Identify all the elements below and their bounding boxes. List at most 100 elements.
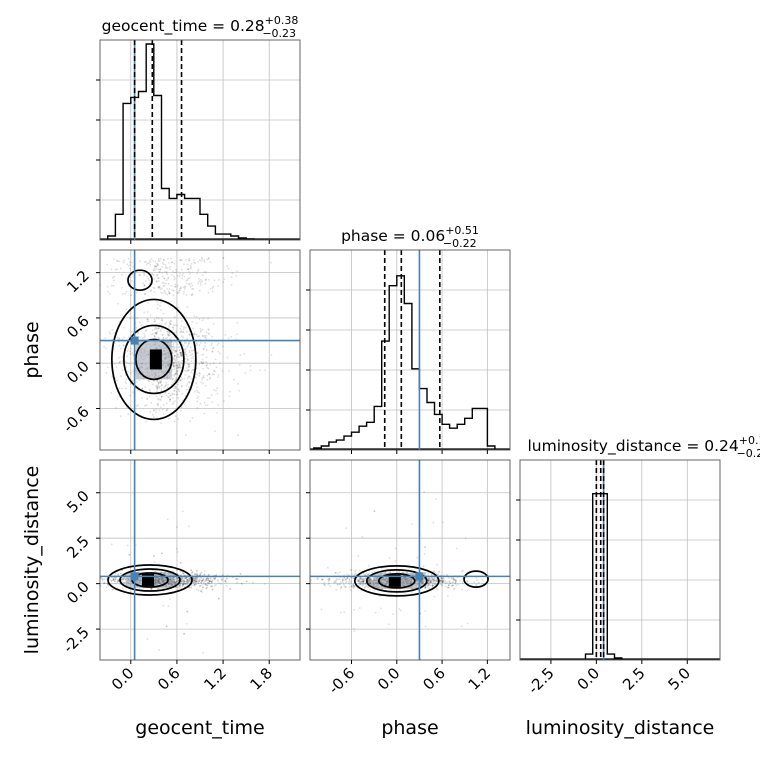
scatter-point: [166, 409, 168, 412]
scatter-point: [186, 355, 189, 357]
scatter-point: [368, 582, 371, 585]
scatter-point: [217, 350, 220, 353]
scatter-point: [191, 294, 194, 297]
scatter-point: [176, 291, 179, 294]
scatter-point: [452, 581, 455, 584]
scatter-point: [363, 577, 366, 580]
scatter-point: [190, 569, 193, 572]
scatter-point: [178, 356, 181, 359]
scatter-point: [201, 579, 204, 582]
scatter-point: [158, 380, 161, 383]
scatter-point: [321, 578, 324, 581]
scatter-point: [167, 334, 170, 337]
scatter-point: [236, 581, 238, 584]
scatter-point: [179, 355, 182, 357]
scatter-point: [197, 582, 200, 585]
scatter-point: [339, 587, 342, 590]
scatter-point: [158, 327, 160, 329]
scatter-point: [199, 327, 202, 330]
scatter-point: [186, 579, 189, 582]
scatter-point: [334, 571, 337, 574]
scatter-point: [190, 377, 193, 380]
scatter-point: [189, 580, 192, 583]
scatter-point: [205, 583, 207, 586]
scatter-point: [424, 610, 427, 612]
scatter-point: [194, 583, 197, 586]
scatter-point: [107, 584, 110, 587]
scatter-point: [108, 578, 111, 581]
scatter-point: [462, 569, 465, 572]
xtick-label-geocent_time: 1.8: [246, 664, 276, 694]
scatter-point: [189, 285, 192, 288]
xtick-label-geocent_time: 1.2: [200, 664, 230, 694]
scatter-point: [422, 582, 425, 585]
scatter-point: [190, 584, 193, 587]
scatter-point: [434, 498, 437, 500]
scatter-point: [103, 582, 106, 584]
scatter-point: [204, 580, 207, 583]
scatter-point: [405, 571, 408, 574]
scatter-point: [360, 582, 362, 584]
scatter-point: [194, 333, 197, 336]
scatter-point: [186, 357, 189, 360]
scatter-point: [155, 268, 158, 270]
scatter-point: [182, 331, 185, 333]
scatter-point: [473, 581, 476, 583]
scatter-point: [143, 284, 146, 287]
scatter-point: [152, 273, 155, 276]
scatter-point: [170, 285, 173, 287]
scatter-point: [159, 399, 161, 401]
scatter-point: [164, 384, 167, 387]
scatter-point: [209, 577, 212, 580]
scatter-point: [179, 409, 182, 412]
scatter-point: [370, 581, 373, 584]
scatter-point: [200, 260, 203, 262]
scatter-point: [118, 387, 121, 390]
scatter-point: [199, 341, 202, 344]
scatter-point: [180, 376, 183, 379]
scatter-point: [211, 588, 214, 591]
scatter-point: [206, 586, 209, 589]
scatter-point: [124, 360, 127, 363]
scatter-point: [159, 398, 162, 401]
scatter-point: [397, 570, 400, 573]
scatter-point: [160, 381, 163, 383]
scatter-point: [160, 323, 163, 325]
scatter-point: [430, 574, 433, 576]
scatter-point: [180, 354, 183, 357]
scatter-point: [191, 571, 194, 574]
scatter-point: [440, 577, 443, 580]
scatter-point: [338, 583, 341, 586]
scatter-point: [427, 584, 430, 587]
scatter-point: [432, 579, 435, 582]
scatter-point: [162, 263, 165, 265]
scatter-point: [202, 374, 205, 377]
scatter-point: [187, 369, 190, 372]
scatter-point: [213, 373, 215, 376]
scatter-point: [181, 393, 184, 395]
scatter-point: [218, 582, 220, 584]
scatter-point: [423, 580, 426, 582]
scatter-point: [182, 573, 185, 575]
scatter-point: [141, 337, 144, 340]
scatter-point: [178, 390, 180, 393]
scatter-point: [362, 578, 364, 580]
scatter-point: [185, 580, 188, 583]
scatter-point: [195, 580, 198, 583]
contour-secondary: [127, 269, 153, 292]
scatter-point: [194, 390, 196, 393]
scatter-point: [362, 580, 364, 583]
scatter-point: [193, 360, 196, 362]
scatter-point: [392, 613, 394, 616]
scatter-point: [404, 593, 406, 595]
scatter-point: [224, 580, 227, 583]
scatter-point: [434, 583, 436, 586]
scatter-point: [199, 281, 202, 284]
scatter-point: [156, 387, 159, 389]
scatter-point: [201, 274, 204, 277]
scatter-point: [176, 576, 178, 579]
scatter-point: [454, 582, 457, 584]
scatter-point: [168, 288, 171, 291]
scatter-point: [160, 317, 163, 320]
